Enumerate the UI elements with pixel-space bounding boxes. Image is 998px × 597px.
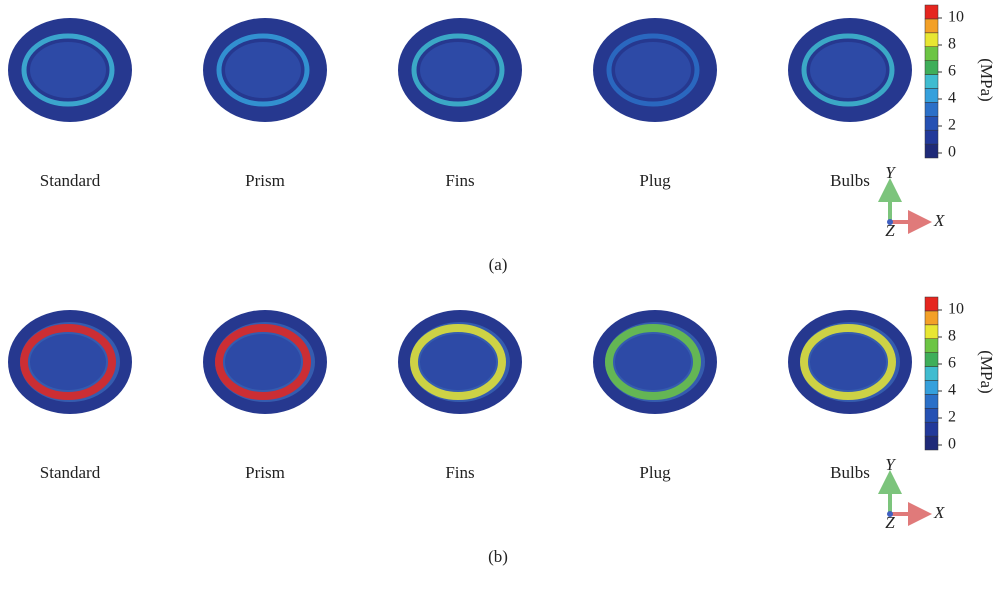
colorbar-tick-label: 2 (948, 117, 956, 134)
colorbar-segment (925, 19, 938, 33)
colorbar-segment (925, 88, 938, 102)
colorbar-segment (925, 116, 938, 130)
colorbar-tick-label: 10 (948, 9, 964, 26)
model-label: Plug (639, 171, 671, 190)
colorbar-tick-label: 6 (948, 355, 956, 372)
model-inner (420, 42, 496, 98)
colorbar-segment (925, 325, 938, 339)
axis-y-label: Y (885, 455, 896, 474)
model-label: Bulbs (830, 171, 870, 190)
model-label: Fins (445, 463, 474, 482)
colorbar-tick-label: 8 (948, 328, 956, 345)
colorbar-tick-label: 10 (948, 301, 964, 318)
colorbar-segment (925, 102, 938, 116)
model-label: Prism (245, 463, 285, 482)
colorbar-segment (925, 436, 938, 450)
colorbar-segment (925, 75, 938, 89)
colorbar-segment (925, 408, 938, 422)
colorbar-unit: (MPa) (977, 350, 996, 393)
model-label: Bulbs (830, 463, 870, 482)
colorbar-segment (925, 33, 938, 47)
axis-x-label: X (933, 211, 945, 230)
axis-x-label: X (933, 503, 945, 522)
panel-caption: (a) (489, 255, 508, 274)
panel-caption: (b) (488, 547, 508, 566)
model-inner (810, 42, 886, 98)
colorbar-segment (925, 339, 938, 353)
colorbar-tick-label: 0 (948, 144, 956, 161)
model-inner (810, 334, 886, 390)
model-label: Standard (40, 463, 101, 482)
model-inner (30, 334, 106, 390)
colorbar-tick-label: 4 (948, 90, 956, 107)
model-inner (420, 334, 496, 390)
figure: Standard Prism Fins Plug Bulbs (a) 10 8 6 4 2 0 (MPa… (0, 0, 998, 597)
model-label: Fins (445, 171, 474, 190)
colorbar-segment (925, 422, 938, 436)
model-inner (225, 334, 301, 390)
model-label: Prism (245, 171, 285, 190)
colorbar-segment (925, 47, 938, 61)
colorbar-segment (925, 353, 938, 367)
model-label: Plug (639, 463, 671, 482)
colorbar-segment (925, 61, 938, 75)
colorbar-tick-label: 2 (948, 409, 956, 426)
model-inner (615, 42, 691, 98)
model-inner (30, 42, 106, 98)
colorbar-segment (925, 367, 938, 381)
model-inner (225, 42, 301, 98)
colorbar-segment (925, 5, 938, 19)
colorbar-segment (925, 130, 938, 144)
axis-z-label: Z (885, 513, 895, 532)
colorbar-tick-label: 8 (948, 36, 956, 53)
colorbar-tick-label: 6 (948, 63, 956, 80)
colorbar-tick-label: 0 (948, 436, 956, 453)
model-inner (615, 334, 691, 390)
axis-y-label: Y (885, 163, 896, 182)
colorbar-segment (925, 394, 938, 408)
colorbar-tick-label: 4 (948, 382, 956, 399)
axis-z-label: Z (885, 221, 895, 240)
colorbar-segment (925, 380, 938, 394)
colorbar-segment (925, 144, 938, 158)
colorbar-unit: (MPa) (977, 58, 996, 101)
colorbar-segment (925, 297, 938, 311)
colorbar-segment (925, 311, 938, 325)
model-label: Standard (40, 171, 101, 190)
